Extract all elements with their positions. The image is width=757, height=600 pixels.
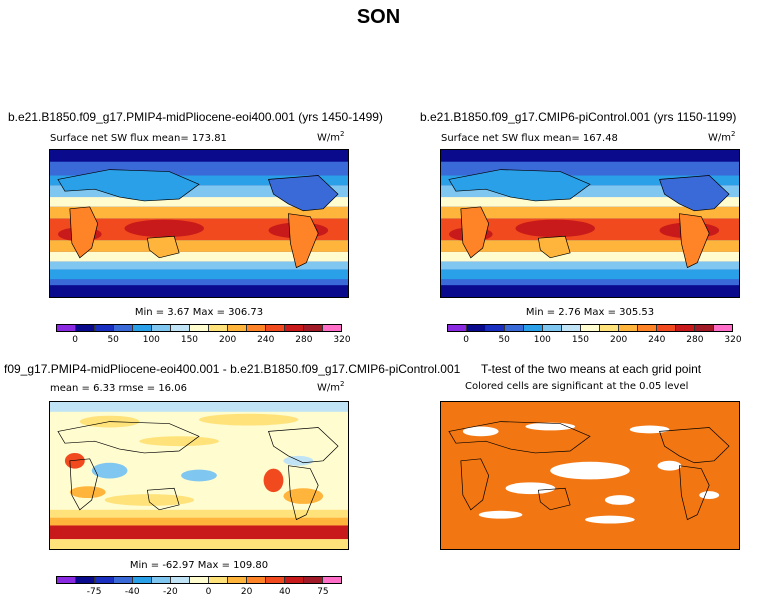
panel1-unit: W/m2 — [317, 130, 345, 144]
colorbar-swatch — [562, 325, 581, 331]
colorbar-tick-label: -20 — [163, 587, 178, 597]
colorbar-tick-label: 200 — [610, 335, 628, 345]
colorbar-tick-label: 200 — [219, 335, 237, 345]
panel2-map-svg — [441, 150, 739, 297]
panel3-unit: W/m2 — [317, 380, 345, 394]
colorbar-swatch — [247, 325, 266, 331]
colorbar-tick-label: 0 — [463, 335, 469, 345]
panel1-colorbar — [56, 324, 342, 332]
panel1-map — [49, 149, 349, 298]
panel3-map-svg — [50, 402, 348, 549]
panel3-stats: Min = -62.97 Max = 109.80 — [129, 560, 269, 571]
colorbar-tick-label: 150 — [180, 335, 199, 345]
colorbar-swatch — [657, 325, 676, 331]
panel3-colorbar — [56, 576, 342, 584]
season-title: SON — [356, 6, 401, 28]
colorbar-tick-label: 240 — [257, 335, 275, 345]
panel1-subtitle: Surface net SW flux mean= 173.81 — [50, 133, 227, 144]
colorbar-swatch — [543, 325, 562, 331]
colorbar-swatch — [76, 325, 95, 331]
colorbar-swatch — [581, 325, 600, 331]
colorbar-swatch — [171, 325, 190, 331]
colorbar-tick-label: 100 — [533, 335, 551, 345]
colorbar-swatch — [448, 325, 467, 331]
colorbar-swatch — [266, 325, 285, 331]
colorbar-swatch — [76, 577, 95, 583]
panel2-map — [440, 149, 740, 298]
colorbar-tick-label: 50 — [498, 335, 510, 345]
colorbar-swatch — [600, 325, 619, 331]
colorbar-tick-label: 50 — [107, 335, 119, 345]
panel3-colorbar-ticks: -75 -40 -20 0 20 40 75 — [56, 587, 342, 599]
colorbar-swatch — [95, 577, 114, 583]
panel3-map — [49, 401, 349, 550]
colorbar-tick-label: 150 — [571, 335, 590, 345]
panel2-colorbar — [447, 324, 733, 332]
colorbar-tick-label: 280 — [295, 335, 313, 345]
colorbar-swatch — [114, 325, 133, 331]
panel2-title: b.e21.B1850.f09_g17.CMIP6-piControl.001 … — [420, 110, 737, 124]
colorbar-swatch — [209, 577, 228, 583]
colorbar-tick-label: -75 — [86, 587, 102, 597]
colorbar-tick-label: 320 — [333, 335, 351, 345]
colorbar-swatch — [171, 577, 190, 583]
panel4-subtitle: Colored cells are significant at the 0.0… — [465, 381, 689, 392]
colorbar-swatch — [209, 325, 228, 331]
panel2-stats: Min = 2.76 Max = 305.53 — [525, 307, 655, 318]
colorbar-swatch — [323, 325, 341, 331]
colorbar-swatch — [619, 325, 638, 331]
colorbar-swatch — [266, 577, 285, 583]
panel1-map-svg — [50, 150, 348, 297]
colorbar-swatch — [133, 577, 152, 583]
colorbar-swatch — [57, 325, 76, 331]
colorbar-swatch — [285, 577, 304, 583]
panel3-title: f09_g17.PMIP4-midPliocene-eoi400.001 - b… — [4, 362, 461, 376]
colorbar-tick-label: 40 — [279, 587, 291, 597]
colorbar-swatch — [190, 325, 209, 331]
colorbar-swatch — [304, 325, 323, 331]
colorbar-swatch — [247, 577, 266, 583]
colorbar-swatch — [695, 325, 714, 331]
panel1-title: b.e21.B1850.f09_g17.PMIP4-midPliocene-eo… — [8, 110, 383, 124]
colorbar-tick-label: 280 — [686, 335, 704, 345]
panel2-unit: W/m2 — [708, 130, 736, 144]
colorbar-swatch — [467, 325, 486, 331]
panel4-title: T-test of the two means at each grid poi… — [481, 362, 702, 376]
colorbar-swatch — [638, 325, 657, 331]
panel4-map — [440, 401, 740, 550]
panel4-map-svg — [441, 402, 739, 549]
colorbar-swatch — [95, 325, 114, 331]
panel2-subtitle: Surface net SW flux mean= 167.48 — [441, 133, 618, 144]
colorbar-swatch — [190, 577, 209, 583]
colorbar-swatch — [285, 325, 304, 331]
colorbar-swatch — [505, 325, 524, 331]
colorbar-swatch — [152, 325, 171, 331]
colorbar-tick-label: 20 — [240, 587, 253, 597]
colorbar-swatch — [323, 577, 341, 583]
panel2-colorbar-ticks: 0 50 100 150 200 240 280 320 — [447, 335, 741, 347]
colorbar-swatch — [486, 325, 505, 331]
colorbar-swatch — [714, 325, 732, 331]
colorbar-tick-label: -40 — [124, 587, 140, 597]
colorbar-tick-label: 240 — [648, 335, 666, 345]
colorbar-swatch — [57, 577, 76, 583]
panel3-subtitle: mean = 6.33 rmse = 16.06 — [50, 383, 187, 394]
panel1-stats: Min = 3.67 Max = 306.73 — [134, 307, 264, 318]
colorbar-swatch — [524, 325, 543, 331]
colorbar-swatch — [676, 325, 695, 331]
colorbar-swatch — [228, 577, 247, 583]
colorbar-swatch — [228, 325, 247, 331]
colorbar-swatch — [133, 325, 152, 331]
panel1-colorbar-ticks: 0 50 100 150 200 240 280 320 — [56, 335, 350, 347]
colorbar-tick-label: 75 — [317, 587, 329, 597]
colorbar-tick-label: 320 — [724, 335, 742, 345]
colorbar-tick-label: 0 — [72, 335, 78, 345]
colorbar-tick-label: 100 — [142, 335, 160, 345]
colorbar-tick-label: 0 — [205, 587, 212, 597]
colorbar-swatch — [304, 577, 323, 583]
colorbar-swatch — [152, 577, 171, 583]
colorbar-swatch — [114, 577, 133, 583]
